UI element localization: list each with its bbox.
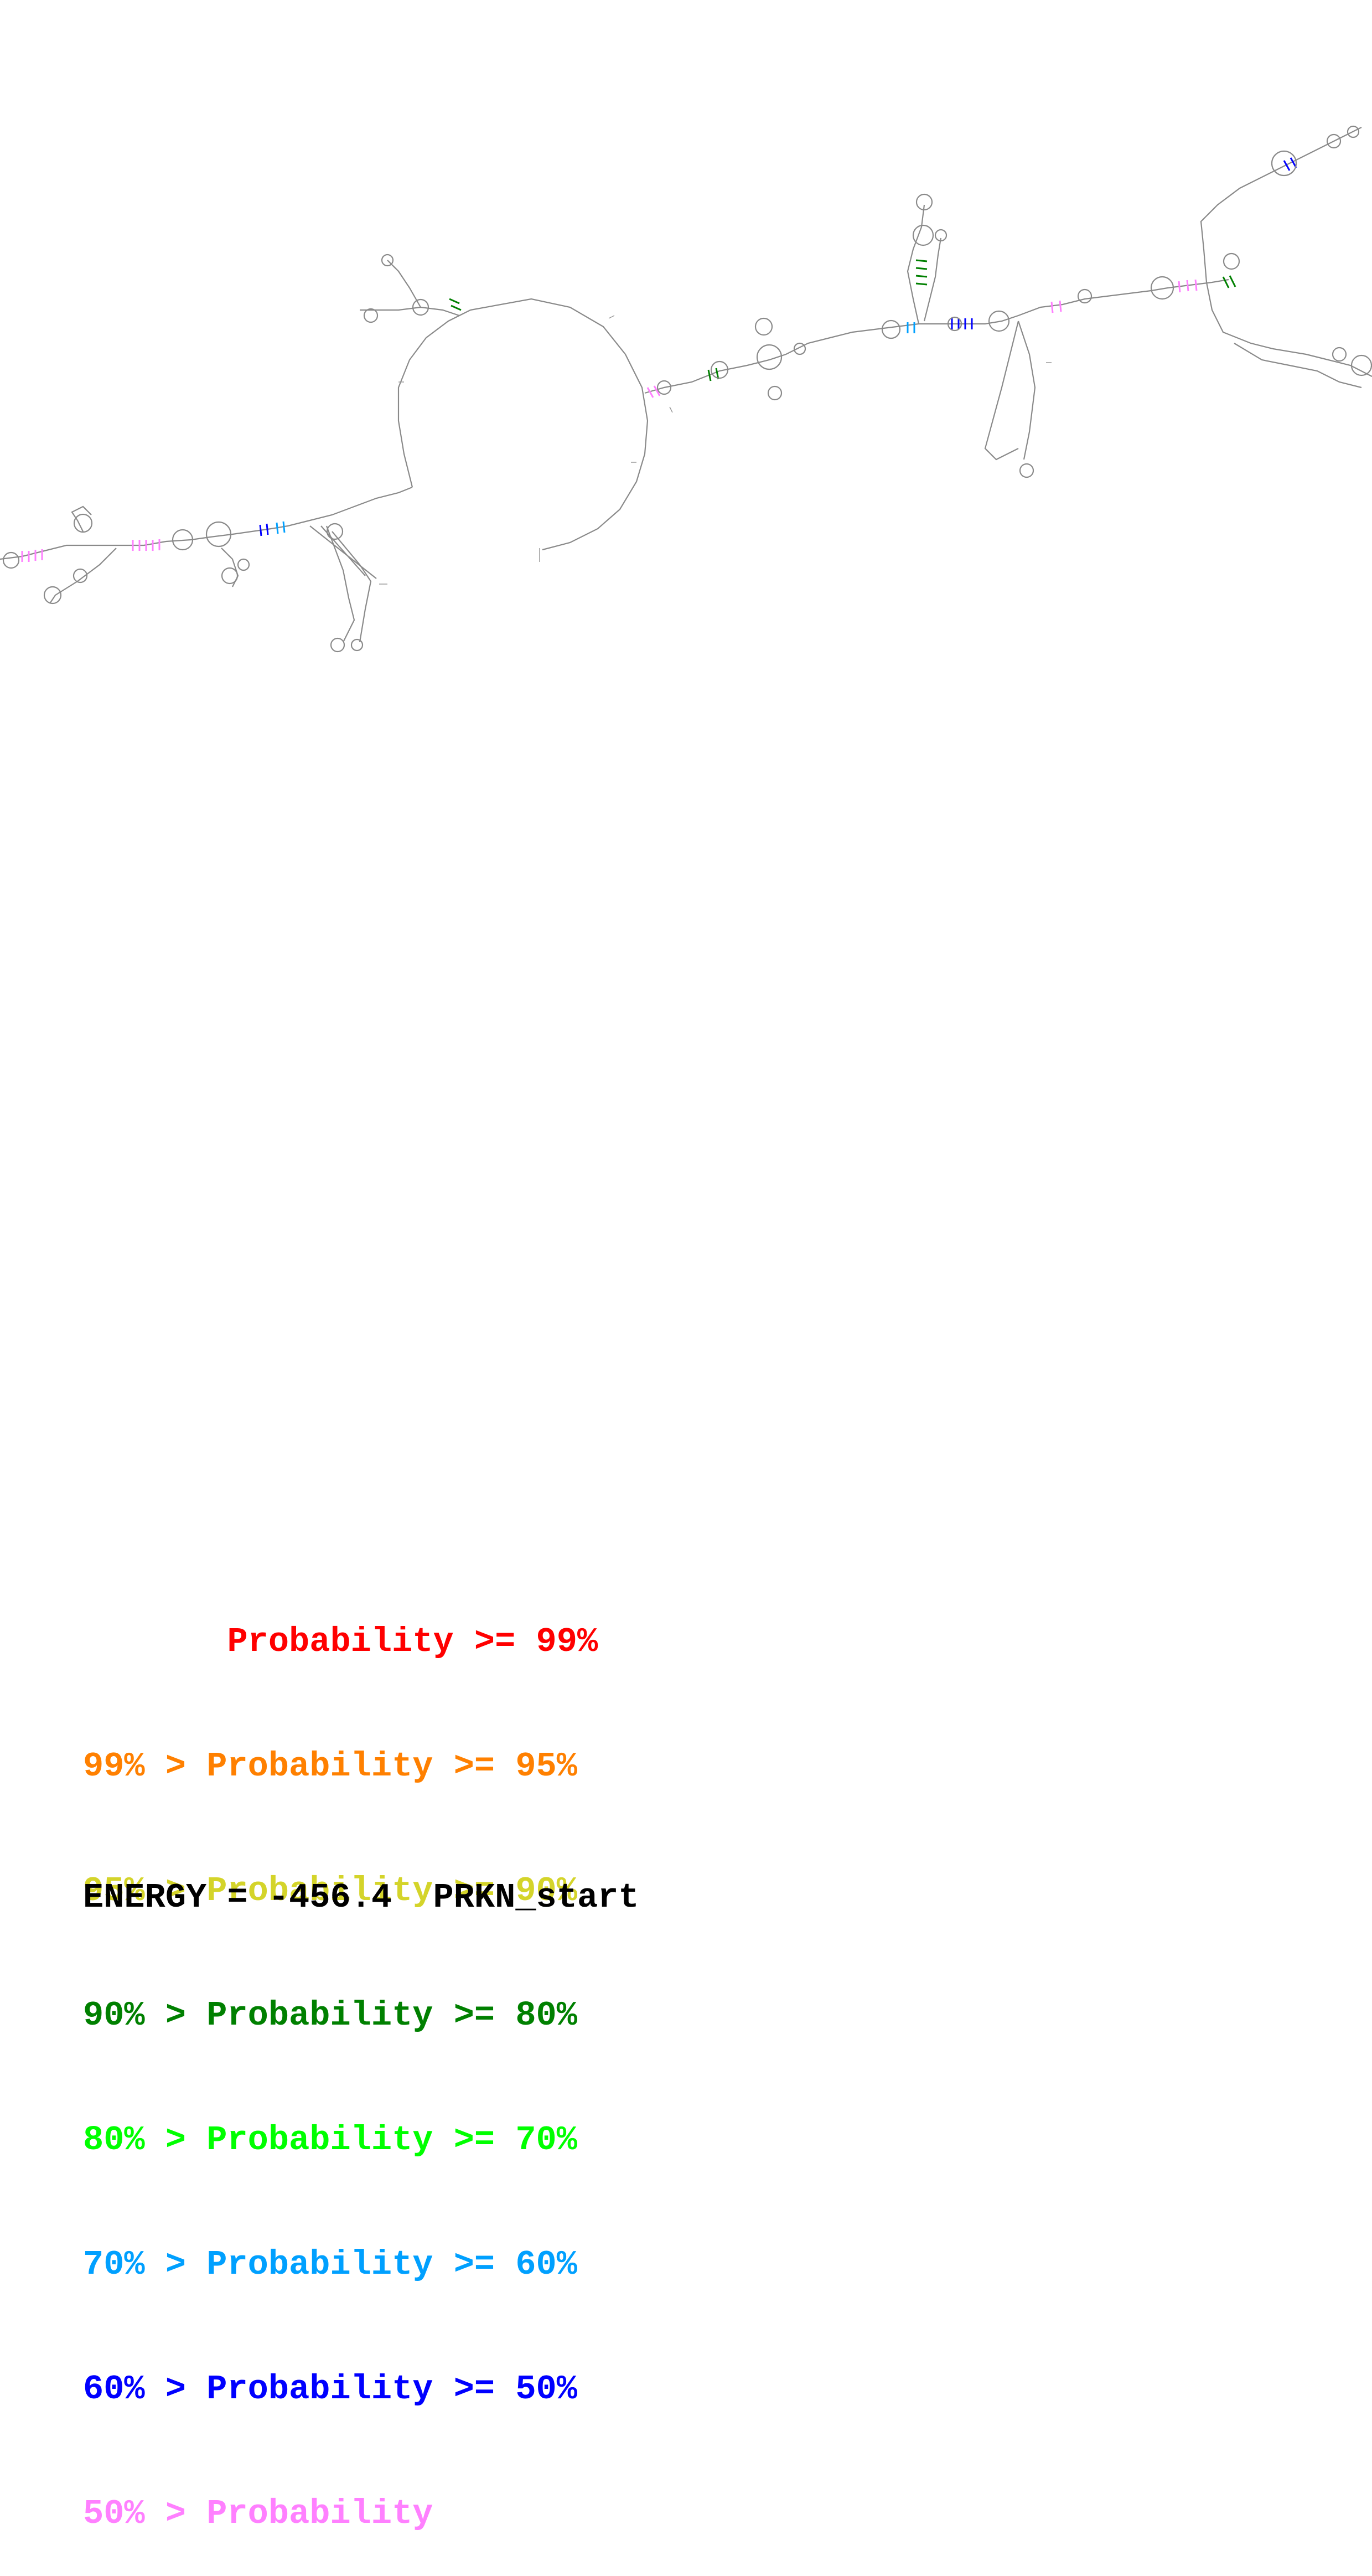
loop bbox=[2, 551, 20, 569]
backbone-right-upper-hairpin-2 bbox=[923, 238, 942, 322]
loop bbox=[1271, 150, 1297, 177]
legend-entry-80: 90% > Probability >= 80% bbox=[83, 1996, 577, 2035]
pair bbox=[1229, 275, 1236, 287]
loop bbox=[754, 317, 773, 336]
backbone-center-stem bbox=[397, 309, 471, 488]
loop bbox=[172, 529, 194, 551]
loop bbox=[1326, 133, 1342, 149]
loop bbox=[1150, 276, 1174, 300]
helix-group-left bbox=[21, 279, 1198, 562]
loop bbox=[1223, 252, 1240, 270]
nucleotide-ticks bbox=[379, 315, 1052, 585]
legend-entry-below-50: 50% > Probability bbox=[83, 2494, 433, 2533]
pair bbox=[646, 387, 654, 398]
pair bbox=[1283, 160, 1291, 171]
legend-entry-95: 99% > Probability >= 95% bbox=[83, 1747, 577, 1786]
loop bbox=[767, 385, 783, 401]
loop bbox=[988, 310, 1010, 332]
backbone bbox=[0, 127, 1372, 643]
energy-label: ENERGY = -456.4 PRKN_start bbox=[83, 1878, 639, 1917]
pair bbox=[915, 259, 928, 262]
loop bbox=[350, 638, 364, 652]
pair bbox=[259, 524, 262, 536]
loop bbox=[363, 308, 379, 323]
backbone-left-branch-down bbox=[49, 548, 117, 604]
backbone-long-link-2 bbox=[320, 525, 366, 576]
backbone-right-upper-hairpin bbox=[907, 204, 925, 324]
loop bbox=[73, 568, 88, 584]
loop bbox=[412, 298, 429, 316]
backbone-upper-left-branch bbox=[360, 306, 460, 317]
loop bbox=[1350, 354, 1372, 376]
loop bbox=[1347, 125, 1360, 138]
legend-entry-50: 60% > Probability >= 50% bbox=[83, 2369, 577, 2409]
rna-secondary-structure-diagram bbox=[0, 125, 1372, 653]
loop bbox=[1332, 347, 1347, 362]
loop bbox=[915, 193, 933, 211]
pair bbox=[915, 275, 928, 278]
loop bbox=[912, 224, 934, 246]
loop bbox=[934, 229, 948, 242]
pair bbox=[915, 282, 928, 286]
backbone-lower-stem bbox=[325, 525, 355, 643]
helix-group-cyan bbox=[276, 322, 915, 534]
loop bbox=[221, 567, 239, 585]
backbone-large-loop bbox=[470, 298, 649, 551]
helix-pairs bbox=[21, 157, 1297, 562]
loop bbox=[205, 521, 232, 548]
pair bbox=[1222, 276, 1230, 288]
pair bbox=[915, 267, 928, 270]
pair bbox=[1290, 157, 1297, 168]
loop bbox=[381, 254, 394, 267]
pair bbox=[1178, 281, 1181, 293]
loop bbox=[43, 586, 62, 605]
loops bbox=[2, 125, 1372, 653]
pair bbox=[276, 522, 279, 534]
backbone-far-right-down bbox=[1205, 282, 1372, 377]
loop bbox=[710, 360, 729, 379]
legend-entry-90: 95% > Probability >= 90% bbox=[83, 1871, 577, 1911]
backbone-left-arm bbox=[0, 486, 413, 560]
pair bbox=[1059, 300, 1062, 312]
legend-entry-70: 80% > Probability >= 70% bbox=[83, 2120, 577, 2160]
backbone-far-right-up bbox=[1200, 127, 1362, 283]
loop bbox=[73, 513, 93, 533]
loop bbox=[881, 319, 901, 339]
loop bbox=[1077, 288, 1093, 304]
pair bbox=[282, 521, 286, 533]
loop bbox=[237, 558, 250, 571]
backbone-right-main bbox=[644, 278, 1229, 394]
loop bbox=[947, 316, 962, 332]
tick bbox=[608, 315, 615, 319]
pair bbox=[1050, 301, 1054, 313]
pair bbox=[451, 304, 462, 311]
helix-group-green bbox=[449, 259, 1236, 381]
probability-legend: Probability >= 99% 99% > Probability >= … bbox=[83, 1538, 598, 2576]
pair bbox=[1186, 280, 1189, 292]
legend-entry-99: Probability >= 99% bbox=[83, 1622, 598, 1661]
backbone-right-down-2 bbox=[1017, 321, 1036, 460]
loop bbox=[793, 342, 806, 355]
backbone-upper-left-up bbox=[387, 260, 421, 308]
backbone-long-link-1 bbox=[309, 525, 377, 579]
loop bbox=[326, 523, 344, 540]
pair bbox=[449, 298, 460, 304]
backbone-far-right-lower bbox=[1234, 343, 1362, 389]
loop bbox=[756, 344, 783, 370]
tick bbox=[669, 406, 673, 413]
legend-entry-60: 70% > Probability >= 60% bbox=[83, 2245, 577, 2284]
pair bbox=[707, 369, 712, 381]
pair bbox=[1194, 279, 1198, 291]
backbone-left-branch-up bbox=[71, 505, 92, 532]
helix-group-blue bbox=[259, 157, 1297, 536]
pair bbox=[266, 523, 269, 535]
backbone-lower-stem-2 bbox=[332, 531, 372, 643]
pair bbox=[653, 385, 661, 396]
loop bbox=[330, 637, 345, 653]
loop bbox=[656, 380, 672, 395]
loop bbox=[1019, 463, 1034, 478]
backbone-right-down-1 bbox=[984, 321, 1019, 461]
